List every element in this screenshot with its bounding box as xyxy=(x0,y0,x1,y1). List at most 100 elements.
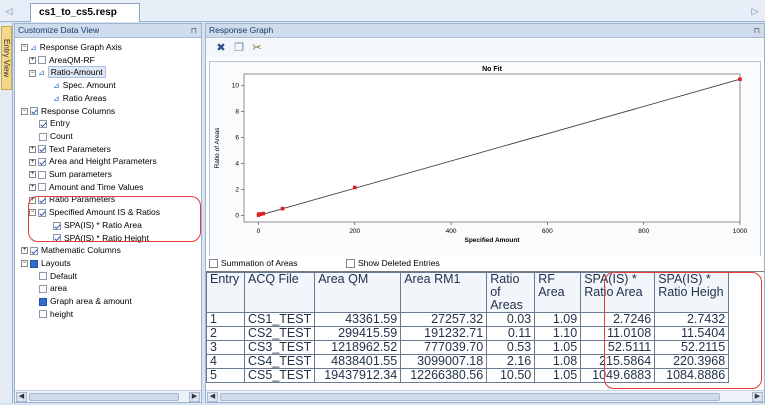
column-header[interactable]: Area QM xyxy=(314,272,402,313)
table-cell: 19437912.34 xyxy=(314,368,402,383)
tree-checkbox[interactable] xyxy=(39,285,47,294)
right-panel-title: Response Graph xyxy=(209,25,274,35)
tree-item[interactable]: + Mathematic Columns xyxy=(21,244,121,256)
tree-item[interactable]: − Specified Amount IS & Ratios xyxy=(29,206,160,218)
column-header[interactable]: ACQ File xyxy=(243,272,316,313)
expand-icon[interactable]: + xyxy=(29,171,36,179)
data-point xyxy=(280,206,285,211)
table-row[interactable]: 2 CS2_TEST 299415.59 191232.71 0.11 1.10 11.01… xyxy=(206,326,730,341)
pin-icon[interactable]: ⊓ xyxy=(190,26,197,35)
column-header[interactable]: RF Area xyxy=(534,272,582,313)
tree-checkbox[interactable] xyxy=(38,158,46,167)
tree-checkbox[interactable] xyxy=(39,119,47,128)
tree-item[interactable]: + Sum parameters xyxy=(29,168,112,180)
table-cell: 0.03 xyxy=(486,312,536,327)
scroll-thumb[interactable] xyxy=(29,393,179,401)
expand-icon[interactable]: + xyxy=(29,158,36,166)
scroll-right-icon[interactable]: ▶ xyxy=(752,392,763,402)
summation-toggle[interactable]: Summation of Areas xyxy=(209,256,298,270)
tree-item[interactable]: ⊿ Spec. Amount xyxy=(43,79,116,91)
tree-item[interactable]: ⊿ Ratio Areas xyxy=(43,92,107,104)
crosshair-icon[interactable]: ✖ xyxy=(216,42,226,54)
left-panel-title: Customize Data View xyxy=(18,25,100,35)
collapse-icon[interactable]: − xyxy=(29,209,36,217)
summation-checkbox[interactable] xyxy=(209,259,218,269)
table-cell: 1218962.52 xyxy=(314,340,402,355)
tree-checkbox[interactable] xyxy=(38,170,46,179)
axis-icon: ⊿ xyxy=(53,93,60,103)
collapse-icon[interactable]: − xyxy=(29,69,36,77)
tree-checkbox[interactable] xyxy=(38,56,46,65)
expand-icon[interactable]: + xyxy=(29,145,36,153)
tree-item[interactable]: + Text Parameters xyxy=(29,143,111,155)
entry-view-side-tab[interactable]: Entry View xyxy=(1,26,12,90)
pin-icon[interactable]: ⊓ xyxy=(753,26,760,35)
tree-item-label: AreaQM-RF xyxy=(49,54,95,65)
tree-item[interactable]: + AreaQM-RF xyxy=(29,54,95,66)
collapse-icon[interactable]: − xyxy=(21,44,28,52)
tree-checkbox[interactable] xyxy=(30,259,38,268)
tree-item-label: Specified Amount IS & Ratios xyxy=(49,207,161,218)
scroll-left-icon[interactable]: ◀ xyxy=(207,392,218,402)
y-tick-label: 2 xyxy=(235,187,239,194)
expand-icon[interactable]: + xyxy=(29,56,36,64)
tab-scroll-right-icon[interactable]: ▷ xyxy=(751,6,759,16)
tree-item[interactable]: SPA(IS) * Ratio Area xyxy=(43,219,142,231)
tree-item[interactable]: − ⊿ Ratio-Amount xyxy=(29,66,106,79)
table-cell: 777039.70 xyxy=(400,340,488,355)
table-row[interactable]: 4 CS4_TEST 4838401.55 3099007.18 2.16 1.08 215… xyxy=(206,354,730,369)
tree-item-label: Graph area & amount xyxy=(50,296,132,306)
column-header[interactable]: Entry xyxy=(206,272,245,313)
tree-checkbox[interactable] xyxy=(38,208,46,217)
collapse-icon[interactable]: − xyxy=(21,260,28,268)
tree-checkbox[interactable] xyxy=(30,107,38,116)
table-cell: CS1_TEST xyxy=(243,312,316,327)
tree-checkbox[interactable] xyxy=(39,310,47,319)
tree-item[interactable]: − Response Columns xyxy=(21,105,115,117)
settings-icon[interactable]: ✂ xyxy=(252,42,262,54)
show-deleted-toggle[interactable]: Show Deleted Entries xyxy=(346,256,440,270)
response-graph: No Fit 0 200 400 600 800 1000 0 2 4 6 8 10 Specified … xyxy=(206,58,764,258)
scroll-thumb[interactable] xyxy=(220,393,720,401)
table-row[interactable]: 5 CS5_TEST 19437912.34 12266380.56 10.50 1.05… xyxy=(206,368,730,383)
collapse-icon[interactable]: − xyxy=(21,107,28,115)
tree-checkbox[interactable] xyxy=(39,272,47,281)
document-tab-bar: ◁ cs1_to_cs5.resp ▷ xyxy=(0,0,765,22)
scroll-right-icon[interactable]: ▶ xyxy=(189,392,200,402)
tree-item[interactable]: Count xyxy=(29,130,73,142)
document-tab[interactable]: cs1_to_cs5.resp xyxy=(30,3,140,22)
column-header[interactable]: SPA(IS) * Ratio Heigh xyxy=(654,272,730,313)
tree-item[interactable]: area xyxy=(29,282,67,294)
table-row[interactable]: 3 CS3_TEST 1218962.52 777039.70 0.53 1.05 52.5… xyxy=(206,340,730,355)
expand-icon[interactable]: + xyxy=(21,247,28,255)
show-deleted-checkbox[interactable] xyxy=(346,259,355,269)
tree-checkbox[interactable] xyxy=(39,297,47,306)
table-row[interactable]: 1 CS1_TEST 43361.59 27257.32 0.03 1.09 2.7246 2… xyxy=(206,312,730,327)
scroll-left-icon[interactable]: ◀ xyxy=(16,392,27,402)
tree-item[interactable]: Graph area & amount xyxy=(29,295,132,307)
tab-scroll-left-icon[interactable]: ◁ xyxy=(5,6,13,16)
table-cell: 12266380.56 xyxy=(400,368,488,383)
left-horizontal-scrollbar[interactable]: ◀ ▶ xyxy=(15,390,201,402)
tree-item[interactable]: height xyxy=(29,308,73,320)
tree-checkbox[interactable] xyxy=(39,132,47,141)
table-cell: 11.0108 xyxy=(580,326,656,341)
tree-item[interactable]: Entry xyxy=(29,117,70,129)
tree-item[interactable]: + Amount and Time Values xyxy=(29,181,143,193)
expand-icon[interactable]: + xyxy=(29,183,36,191)
tree-item-label: Sum parameters xyxy=(49,169,112,179)
tree-checkbox[interactable] xyxy=(38,183,46,192)
tree-item[interactable]: − Layouts xyxy=(21,257,71,269)
column-header[interactable]: Area RM1 xyxy=(400,272,488,313)
tree-checkbox[interactable] xyxy=(53,221,61,230)
copy-icon[interactable]: ❐ xyxy=(234,42,244,54)
tree-item-label: Area and Height Parameters xyxy=(49,156,157,167)
tree-checkbox[interactable] xyxy=(30,246,38,255)
tree-checkbox[interactable] xyxy=(38,145,46,154)
tree-item[interactable]: − ⊿ Response Graph Axis xyxy=(21,41,122,53)
tree-item[interactable]: Default xyxy=(29,270,77,282)
grid-horizontal-scrollbar[interactable]: ◀ ▶ xyxy=(206,390,764,402)
tree-item[interactable]: + Area and Height Parameters xyxy=(29,155,157,167)
side-dock-strip: Entry View xyxy=(0,23,13,403)
column-header[interactable]: Ratio of Areas xyxy=(486,272,536,313)
